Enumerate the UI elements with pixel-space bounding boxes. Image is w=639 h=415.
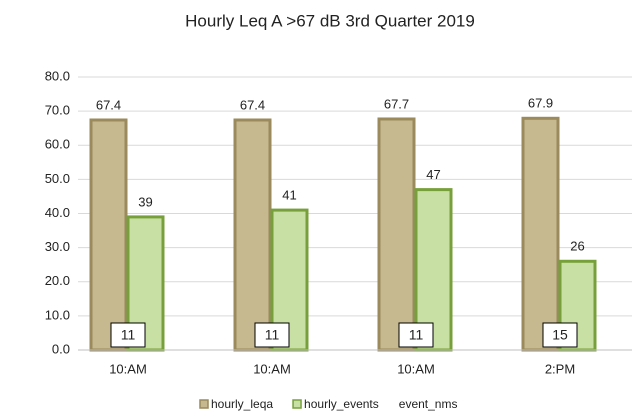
x-tick-label: 10:AM [397,361,435,376]
chart-title: Hourly Leq A >67 dB 3rd Quarter 2019 [185,11,475,30]
bar [377,117,416,352]
y-tick-label: 40.0 [45,205,70,220]
data-label: 47 [426,167,440,182]
legend-swatch [199,399,209,409]
bar [233,118,272,352]
label-box [110,322,146,348]
y-tick-label: 70.0 [45,103,70,118]
data-label: 67.7 [384,96,409,111]
x-tick-label: 10:AM [109,361,147,376]
data-label: 39 [138,194,152,209]
legend-label: hourly_leqa [211,397,273,411]
data-label: 15 [552,327,568,343]
bar [89,118,128,352]
legend-label: hourly_events [304,397,379,411]
x-tick-label: 10:AM [253,361,291,376]
data-label: 67.4 [240,97,265,112]
legend-label: event_nms [399,397,458,411]
data-label: 11 [265,327,280,343]
bar [521,116,560,352]
y-tick-label: 60.0 [45,137,70,152]
y-tick-label: 80.0 [45,68,70,83]
data-label: 67.9 [528,96,553,111]
data-label: 26 [570,239,584,254]
data-label: 11 [121,327,136,343]
label-box [254,322,290,348]
y-tick-label: 10.0 [45,307,70,322]
label-box [542,322,578,348]
legend-swatch [292,399,302,409]
x-tick-label: 2:PM [545,361,575,376]
data-label: 11 [409,327,424,343]
label-box [398,322,434,348]
data-label: 41 [282,188,296,203]
y-tick-label: 20.0 [45,273,70,288]
y-tick-label: 0.0 [52,341,70,356]
y-tick-label: 30.0 [45,239,70,254]
data-label: 67.4 [96,97,121,112]
y-tick-label: 50.0 [45,171,70,186]
